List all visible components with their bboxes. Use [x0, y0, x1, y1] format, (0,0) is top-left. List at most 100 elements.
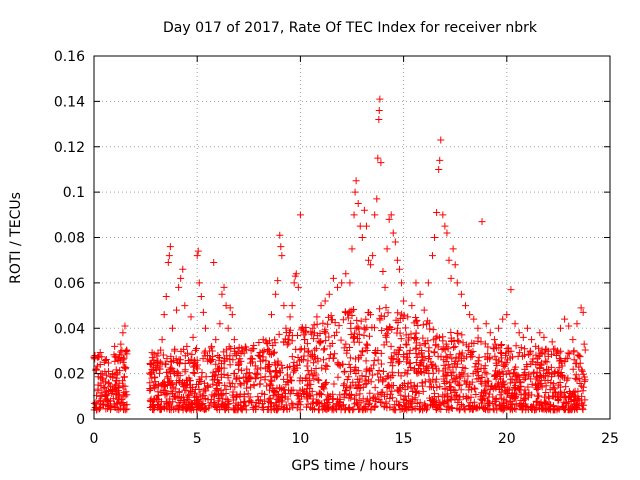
dense-point	[208, 347, 216, 355]
dense-point	[310, 405, 318, 413]
dense-point	[314, 406, 322, 414]
dense-point	[277, 369, 285, 377]
dense-point	[186, 403, 194, 411]
dense-point	[320, 346, 328, 354]
dense-point	[366, 389, 374, 397]
dense-point	[416, 341, 424, 349]
dense-point	[123, 391, 131, 399]
dense-point	[411, 404, 419, 412]
dense-point	[259, 348, 267, 356]
dense-point	[468, 378, 476, 386]
dense-point	[353, 399, 361, 407]
dense-point	[146, 387, 154, 395]
dense-point	[264, 340, 272, 348]
dense-point	[207, 344, 215, 352]
dense-point	[272, 366, 280, 374]
dense-point	[308, 400, 316, 408]
data-point	[447, 274, 455, 282]
dense-point	[310, 329, 318, 337]
data-point	[104, 379, 112, 387]
dense-point	[412, 358, 420, 366]
dense-point	[502, 370, 510, 378]
dense-point	[573, 405, 581, 413]
dense-point	[475, 353, 483, 361]
dense-point	[251, 362, 259, 370]
dense-point	[97, 400, 105, 408]
dense-point	[550, 402, 558, 410]
dense-point	[514, 372, 522, 380]
dense-point	[246, 393, 254, 401]
dense-point	[197, 395, 205, 403]
dense-point	[528, 358, 536, 366]
y-tick-label: 0	[76, 412, 85, 428]
dense-point	[238, 367, 246, 375]
dense-point	[205, 402, 213, 410]
dense-point	[326, 392, 334, 400]
dense-point	[301, 375, 309, 383]
dense-point	[497, 349, 505, 357]
dense-point	[425, 352, 433, 360]
dense-point	[352, 355, 360, 363]
dense-point	[199, 399, 207, 407]
dense-point	[386, 324, 394, 332]
dense-point	[249, 345, 257, 353]
dense-point	[306, 384, 314, 392]
dense-point	[485, 399, 493, 407]
dense-point	[558, 362, 566, 370]
data-point	[158, 336, 166, 344]
dense-point	[386, 383, 394, 391]
dense-point	[365, 309, 373, 317]
dense-point	[328, 340, 336, 348]
dense-point	[342, 340, 350, 348]
data-point	[395, 265, 403, 273]
dense-point	[455, 381, 463, 389]
dense-point	[171, 393, 179, 401]
dense-point	[538, 373, 546, 381]
dense-point	[483, 370, 491, 378]
dense-point	[220, 348, 228, 356]
dense-point	[365, 401, 373, 409]
dense-point	[557, 388, 565, 396]
dense-point	[470, 384, 478, 392]
dense-point	[157, 346, 165, 354]
dense-point	[159, 351, 167, 359]
dense-point	[371, 384, 379, 392]
x-tick-labels: 0 5 10 15 20 25	[90, 431, 619, 447]
dense-point	[367, 405, 375, 413]
dense-point	[281, 335, 289, 343]
data-point	[391, 238, 399, 246]
data-point	[449, 245, 457, 253]
dense-point	[344, 314, 352, 322]
dense-point	[556, 379, 564, 387]
dense-point	[146, 370, 154, 378]
dense-point	[269, 342, 277, 350]
dense-point	[172, 379, 180, 387]
dense-point	[350, 305, 358, 313]
dense-point	[383, 404, 391, 412]
dense-point	[352, 324, 360, 332]
dense-point	[468, 404, 476, 412]
dense-point	[248, 354, 256, 362]
dense-point	[283, 378, 291, 386]
dense-point	[374, 370, 382, 378]
dense-point	[150, 350, 158, 358]
dense-point	[567, 396, 575, 404]
dense-point	[208, 372, 216, 380]
x-tick-label: 10	[291, 431, 309, 447]
dense-point	[259, 403, 267, 411]
data-point	[199, 308, 207, 316]
dense-point	[441, 365, 449, 373]
dense-point	[206, 357, 214, 365]
dense-point	[257, 364, 265, 372]
dense-point	[536, 379, 544, 387]
dense-point	[515, 386, 523, 394]
dense-point	[521, 386, 529, 394]
dense-point	[512, 405, 520, 413]
dense-point	[549, 384, 557, 392]
dense-point	[450, 344, 458, 352]
dense-point	[303, 340, 311, 348]
dense-point	[225, 400, 233, 408]
dense-point	[393, 397, 401, 405]
data-point	[121, 322, 129, 330]
data-point	[443, 229, 451, 237]
